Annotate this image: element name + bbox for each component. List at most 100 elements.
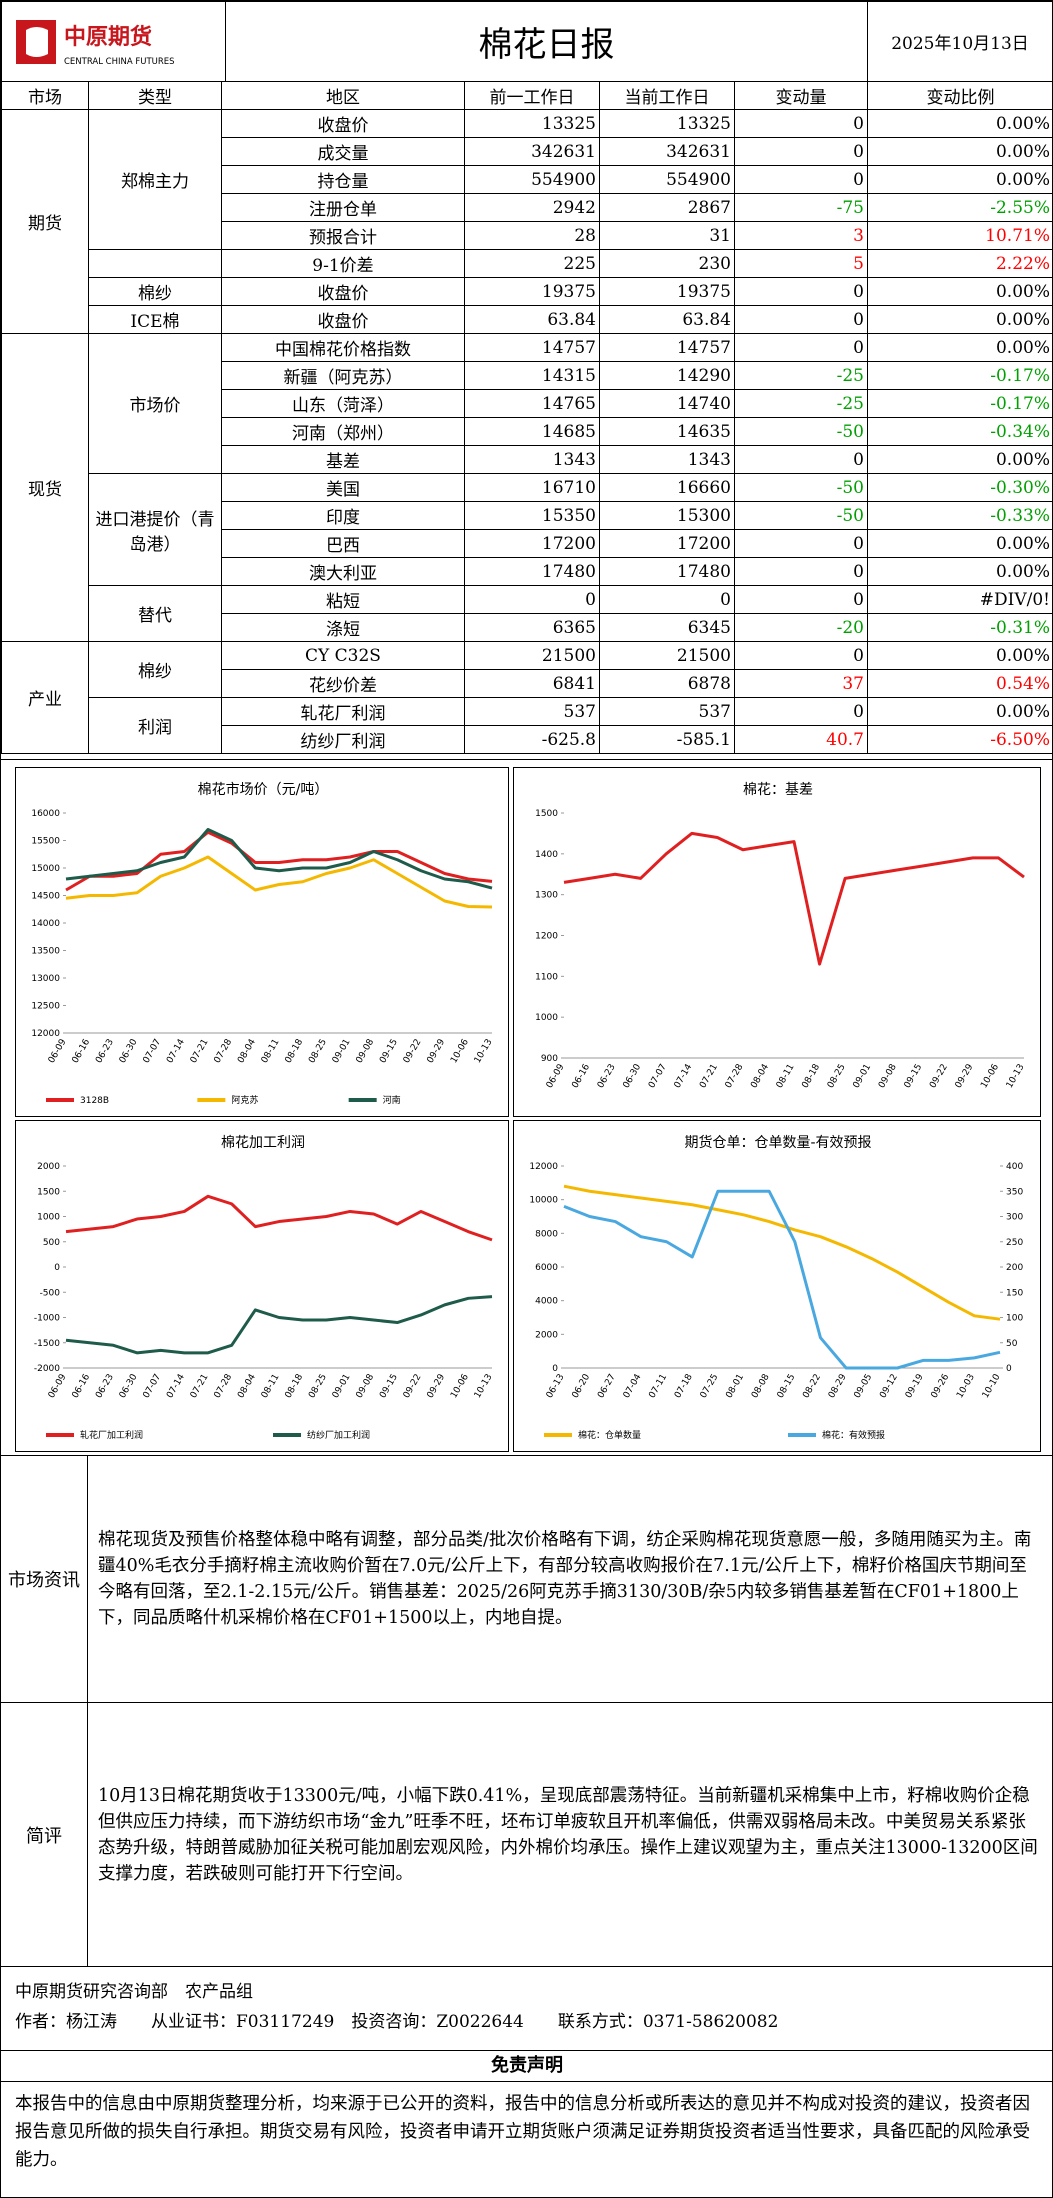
- y-tick-label: 13000: [31, 974, 60, 984]
- x-tick-label: 08-25: [826, 1063, 848, 1091]
- x-tick-label: 10-13: [1005, 1063, 1027, 1091]
- type-cell: 替代: [88, 585, 222, 642]
- x-tick-label: 06-23: [94, 1038, 116, 1066]
- y2-tick-label: 250: [1006, 1238, 1023, 1248]
- region: 收盘价: [221, 277, 465, 306]
- previous: 28: [464, 221, 600, 250]
- x-tick-label: 06-23: [94, 1373, 116, 1401]
- legend-label: 3128B: [80, 1096, 109, 1106]
- column-header: 市场: [1, 81, 89, 110]
- change-pct: 10.71%: [867, 221, 1052, 250]
- table-row: 进口港提价（青岛港） 美国 16710 16660 -50 -0.30%: [2, 473, 1052, 586]
- change: -25: [734, 361, 868, 390]
- x-tick-label: 08-25: [307, 1373, 329, 1401]
- column-header: 类型: [88, 81, 222, 110]
- region: 纺纱厂利润: [221, 725, 465, 754]
- x-tick-label: 09-22: [928, 1063, 950, 1091]
- region: 澳大利亚: [221, 557, 465, 586]
- x-tick-label: 06-13: [545, 1373, 567, 1401]
- y-tick-label: -500: [40, 1288, 61, 1298]
- x-tick-label: 06-16: [570, 1062, 592, 1090]
- current: 19375: [599, 277, 735, 306]
- current: 13325: [599, 109, 735, 138]
- legend-label: 河南: [383, 1094, 401, 1106]
- current: 15300: [599, 501, 735, 530]
- change: -75: [734, 193, 868, 222]
- x-tick-label: 07-25: [699, 1373, 721, 1401]
- logo-mark: 中原期货 CENTRAL CHINA FUTURES: [16, 20, 175, 67]
- column-header: 前一工作日: [464, 81, 600, 110]
- x-tick-label: 07-07: [142, 1038, 164, 1066]
- y-tick-label: 1200: [535, 932, 558, 942]
- change: 0: [734, 585, 868, 614]
- y-tick-label: -1500: [34, 1339, 60, 1349]
- x-tick-label: 09-01: [852, 1063, 874, 1091]
- change: 0: [734, 137, 868, 166]
- series-line: [65, 1295, 493, 1355]
- y-tick-label: 10000: [529, 1196, 558, 1206]
- change: -20: [734, 613, 868, 642]
- y-tick-label: 500: [43, 1238, 60, 1248]
- x-tick-label: 08-04: [749, 1062, 771, 1090]
- company-en: CENTRAL CHINA FUTURES: [64, 57, 175, 67]
- y2-tick-label: 150: [1006, 1288, 1023, 1298]
- chart-title: 棉花加工利润: [221, 1134, 305, 1151]
- section-text: 棉花现货及预售价格整体稳中略有调整，部分品类/批次价格略有下调，纺企采购棉花现货…: [98, 1530, 1032, 1628]
- change: 0: [734, 529, 868, 558]
- change: 0: [734, 277, 868, 306]
- region: 收盘价: [221, 305, 465, 334]
- x-tick-label: 07-28: [213, 1037, 235, 1065]
- x-tick-label: 08-25: [307, 1038, 329, 1066]
- table-row: 9-1价差 225 230 5 2.22%: [2, 249, 1052, 278]
- contact: 联系方式：0371-58620082: [557, 2012, 779, 2032]
- y-tick-label: 1500: [535, 809, 558, 819]
- y-tick-label: 900: [541, 1054, 558, 1064]
- previous: 13325: [464, 109, 600, 138]
- change-pct: -6.50%: [867, 725, 1052, 754]
- y-tick-label: 1000: [535, 1013, 558, 1023]
- table-row: ICE棉 收盘价 63.84 63.84 0 0.00%: [2, 305, 1052, 334]
- x-tick-label: 09-29: [426, 1037, 448, 1065]
- previous: 537: [464, 697, 600, 726]
- change: 0: [734, 697, 868, 726]
- x-tick-label: 09-15: [378, 1038, 400, 1066]
- chart: 期货仓单：仓单数量-有效预报02000400060008000100001200…: [513, 1120, 1041, 1452]
- change: 0: [734, 165, 868, 194]
- legend-label: 棉花：仓单数量: [578, 1429, 641, 1441]
- region: 涤短: [221, 613, 465, 642]
- x-tick-label: 08-04: [236, 1037, 258, 1065]
- x-tick-label: 07-18: [673, 1372, 695, 1400]
- x-tick-label: 09-12: [878, 1373, 900, 1401]
- change: -50: [734, 473, 868, 502]
- x-tick-label: 06-27: [596, 1373, 618, 1401]
- x-tick-label: 09-29: [426, 1372, 448, 1400]
- x-tick-label: 08-18: [284, 1037, 306, 1065]
- logo: 中原期货 CENTRAL CHINA FUTURES: [1, 1, 226, 82]
- y2-tick-label: 200: [1006, 1263, 1023, 1273]
- change-pct: 0.00%: [867, 641, 1052, 670]
- y-tick-label: 14500: [31, 892, 60, 902]
- disclaimer-title: 免责声明: [1, 2051, 1052, 2082]
- x-tick-label: 07-07: [647, 1063, 669, 1091]
- y-tick-label: 2000: [535, 1330, 558, 1340]
- x-tick-label: 10-06: [979, 1062, 1001, 1090]
- y-tick-label: -1000: [34, 1314, 60, 1324]
- y2-tick-label: 400: [1006, 1162, 1023, 1172]
- license: 从业证书：F03117249: [151, 2012, 335, 2032]
- change-pct: 0.00%: [867, 277, 1052, 306]
- table-row: 预报合计 28 31 3 10.71%: [2, 221, 1052, 250]
- x-tick-label: 09-15: [378, 1373, 400, 1401]
- change-pct: -0.34%: [867, 417, 1052, 446]
- previous: -625.8: [464, 725, 600, 754]
- series-line: [563, 1189, 1001, 1370]
- chart: 棉花市场价（元/吨） 12000 12500 13000 13500 14000 14500…: [15, 767, 509, 1117]
- author: 作者：杨江涛: [15, 2012, 117, 2032]
- table-row: 利润 轧花厂利润 537 537 0 0.00%: [2, 697, 1052, 754]
- current: -585.1: [599, 725, 735, 754]
- section-label: 市场资讯: [1, 1456, 88, 1702]
- table-row: 棉纱 收盘价 19375 19375 0 0.00%: [2, 277, 1052, 306]
- change-pct: 0.00%: [867, 529, 1052, 558]
- x-tick-label: 10-13: [473, 1038, 495, 1066]
- series-line: [65, 830, 493, 892]
